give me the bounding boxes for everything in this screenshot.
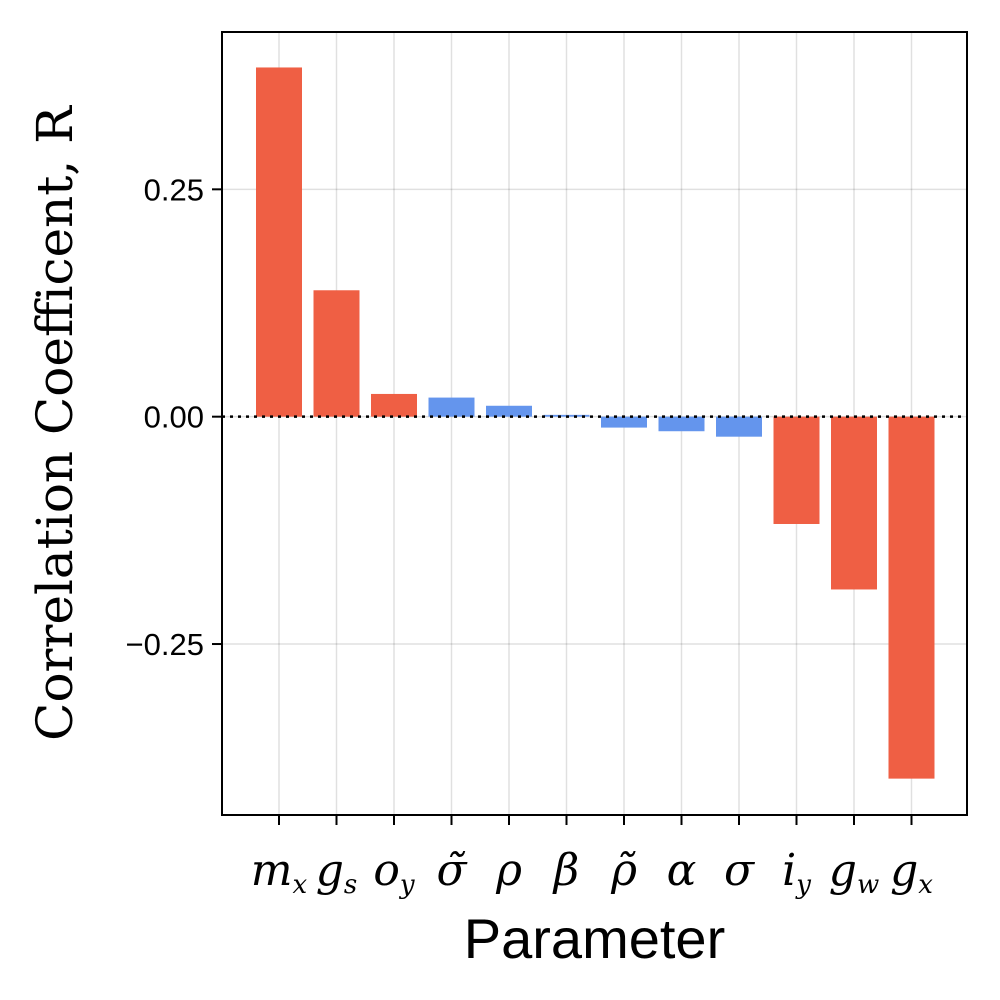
x-tick-label: oy [373, 845, 415, 900]
y-tick-label: 0.25 [144, 172, 204, 207]
y-tick-label: 0.00 [144, 400, 204, 435]
x-tick-label: σ [724, 845, 756, 896]
bar [371, 393, 417, 417]
bar [888, 416, 935, 779]
x-tick-label: σ̃ [436, 845, 468, 896]
bars [256, 67, 935, 779]
bar [313, 290, 360, 417]
bar [486, 405, 532, 417]
bar [658, 416, 705, 432]
bar [601, 416, 647, 428]
bar [773, 416, 820, 524]
x-tick-label: ρ [495, 845, 522, 896]
plot-frame [221, 31, 968, 816]
x-axis-label: Parameter [464, 907, 725, 970]
x-tick-label: gw [829, 845, 879, 900]
y-axis-label: Correlation Coefficent, R [26, 105, 84, 741]
y-axis-ticks: −0.25 0.00 0.25 [126, 172, 222, 662]
y-tick-label: −0.25 [126, 627, 204, 662]
x-tick-label: mx [251, 845, 308, 900]
bar [831, 416, 877, 590]
x-tick-label: β [552, 845, 579, 896]
x-tick-label: gs [316, 845, 358, 900]
bar [716, 416, 762, 437]
x-tick-label: α [667, 845, 697, 896]
x-axis-ticks: mx gs oy σ̃ ρ β ρ̃ α σ iy gw gx [251, 815, 933, 900]
x-tick-label: ρ̃ [610, 845, 637, 896]
bar [256, 67, 302, 417]
bar [428, 397, 475, 417]
x-tick-label: gx [890, 845, 933, 900]
x-tick-label: iy [782, 845, 811, 900]
